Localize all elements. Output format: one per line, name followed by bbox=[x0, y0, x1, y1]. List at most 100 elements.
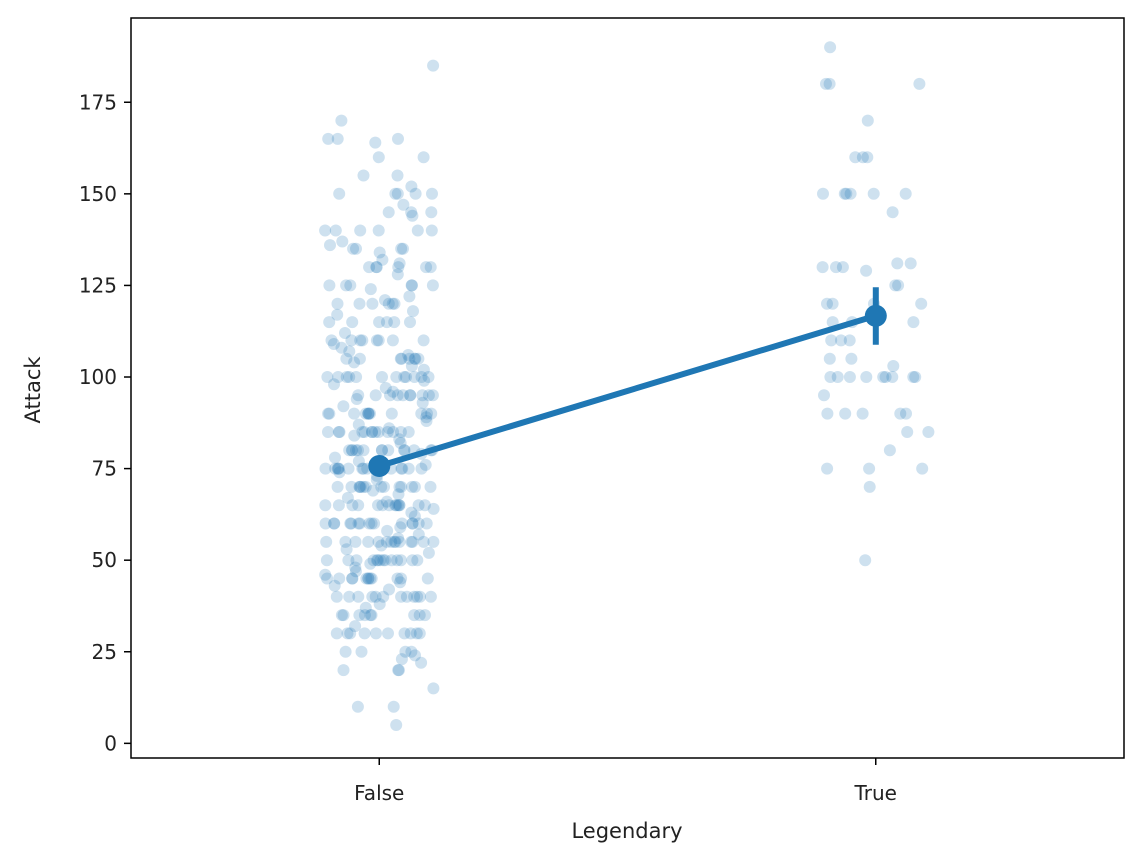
strip-point-false-320 bbox=[425, 206, 438, 219]
strip-point-false-32 bbox=[335, 609, 348, 622]
strip-point-true-0 bbox=[859, 554, 872, 567]
strip-point-false-305 bbox=[373, 246, 386, 259]
strip-point-false-284 bbox=[353, 297, 366, 310]
strip-point-false-16 bbox=[341, 627, 354, 640]
strip-point-true-45 bbox=[838, 187, 851, 200]
y-tick-label-125: 125 bbox=[79, 273, 117, 297]
strip-point-false-174 bbox=[357, 444, 370, 457]
strip-point-false-38 bbox=[400, 590, 413, 603]
strip-point-false-182 bbox=[352, 444, 364, 457]
strip-point-false-299 bbox=[370, 261, 383, 274]
strip-point-false-94 bbox=[427, 535, 440, 548]
strip-point-false-325 bbox=[389, 187, 402, 200]
strip-point-false-220 bbox=[337, 400, 350, 413]
strip-point-false-61 bbox=[333, 572, 346, 585]
mean-line bbox=[376, 312, 879, 469]
strip-point-false-21 bbox=[370, 627, 382, 640]
strip-point-false-187 bbox=[376, 444, 388, 457]
strip-point-false-338 bbox=[427, 59, 440, 72]
strip-point-false-163 bbox=[332, 462, 345, 475]
strip-point-false-68 bbox=[406, 554, 419, 567]
strip-point-false-40 bbox=[366, 590, 379, 603]
strip-point-false-144 bbox=[331, 480, 344, 493]
strip-point-true-58 bbox=[824, 41, 837, 54]
strip-point-false-132 bbox=[393, 499, 406, 512]
strip-point-false-189 bbox=[393, 433, 406, 446]
strip-point-false-166 bbox=[395, 462, 408, 475]
strip-point-false-17 bbox=[404, 627, 417, 640]
strip-point-false-250 bbox=[405, 360, 418, 372]
strip-point-true-50 bbox=[844, 187, 857, 200]
strip-point-false-337 bbox=[335, 114, 348, 127]
strip-point-false-291 bbox=[426, 279, 439, 292]
strip-point-false-239 bbox=[390, 371, 403, 383]
strip-point-false-15 bbox=[344, 627, 357, 640]
strip-point-false-160 bbox=[329, 462, 342, 475]
strip-point-true-46 bbox=[867, 187, 880, 200]
strip-point-false-288 bbox=[403, 290, 416, 303]
strip-point-false-85 bbox=[385, 535, 398, 548]
strip-point-false-48 bbox=[383, 583, 395, 596]
strip-point-false-41 bbox=[414, 590, 426, 603]
strip-point-false-51 bbox=[362, 572, 375, 585]
strip-point-false-328 bbox=[405, 180, 418, 193]
strip-point-false-96 bbox=[339, 535, 352, 548]
strip-point-false-53 bbox=[346, 572, 359, 585]
strip-point-false-106 bbox=[368, 517, 381, 530]
strip-point-false-186 bbox=[398, 444, 411, 457]
x-tick-label-true: True bbox=[854, 781, 897, 805]
strip-point-false-233 bbox=[387, 385, 399, 398]
strip-point-false-36 bbox=[424, 590, 437, 603]
strip-point-false-34 bbox=[359, 601, 372, 614]
strip-point-true-14 bbox=[907, 371, 920, 383]
strip-point-false-273 bbox=[323, 316, 336, 329]
strip-point-false-28 bbox=[364, 609, 377, 622]
y-tick-label-0: 0 bbox=[104, 731, 117, 755]
strip-point-false-82 bbox=[340, 543, 353, 556]
strip-point-false-253 bbox=[412, 352, 425, 365]
strip-point-true-16 bbox=[909, 371, 922, 383]
strip-point-false-52 bbox=[395, 572, 408, 585]
strip-point-false-63 bbox=[319, 568, 332, 581]
strip-point-false-224 bbox=[397, 389, 409, 402]
strip-point-false-178 bbox=[382, 444, 395, 457]
strip-point-false-122 bbox=[352, 499, 365, 512]
strip-point-false-261 bbox=[343, 345, 356, 358]
strip-point-false-249 bbox=[417, 363, 430, 376]
strip-point-false-322 bbox=[397, 198, 410, 211]
strip-point-true-35 bbox=[821, 297, 833, 310]
strip-point-false-81 bbox=[422, 546, 435, 559]
strip-point-false-279 bbox=[331, 308, 344, 321]
strip-point-false-37 bbox=[369, 590, 382, 603]
strip-point-true-52 bbox=[856, 151, 869, 164]
strip-point-false-148 bbox=[375, 480, 388, 493]
strip-point-false-25 bbox=[358, 609, 371, 622]
strip-point-false-330 bbox=[391, 169, 404, 182]
strip-point-true-9 bbox=[856, 407, 869, 420]
strip-point-false-168 bbox=[342, 462, 355, 475]
strip-point-false-231 bbox=[404, 389, 417, 402]
strip-point-true-28 bbox=[835, 334, 847, 347]
strip-point-false-121 bbox=[412, 499, 425, 512]
strip-point-false-104 bbox=[328, 517, 341, 530]
strip-point-false-205 bbox=[352, 418, 365, 431]
strip-point-false-50 bbox=[394, 576, 407, 589]
strip-point-false-8 bbox=[395, 653, 408, 666]
strip-point-false-276 bbox=[373, 316, 386, 329]
strip-point-false-298 bbox=[363, 261, 376, 274]
strip-point-false-19 bbox=[410, 627, 423, 640]
strip-point-false-130 bbox=[390, 499, 403, 512]
strip-point-false-128 bbox=[392, 499, 404, 512]
strip-point-false-154 bbox=[333, 466, 346, 479]
strip-point-false-123 bbox=[319, 499, 332, 512]
strip-point-false-303 bbox=[393, 257, 406, 270]
strip-point-false-229 bbox=[416, 389, 429, 402]
strip-point-false-75 bbox=[379, 554, 392, 567]
strip-point-false-111 bbox=[406, 517, 419, 530]
strip-point-false-64 bbox=[349, 565, 362, 578]
strip-point-false-62 bbox=[391, 572, 404, 585]
strip-point-false-39 bbox=[343, 590, 356, 603]
strip-point-false-115 bbox=[353, 517, 366, 530]
strip-point-false-7 bbox=[415, 656, 428, 669]
